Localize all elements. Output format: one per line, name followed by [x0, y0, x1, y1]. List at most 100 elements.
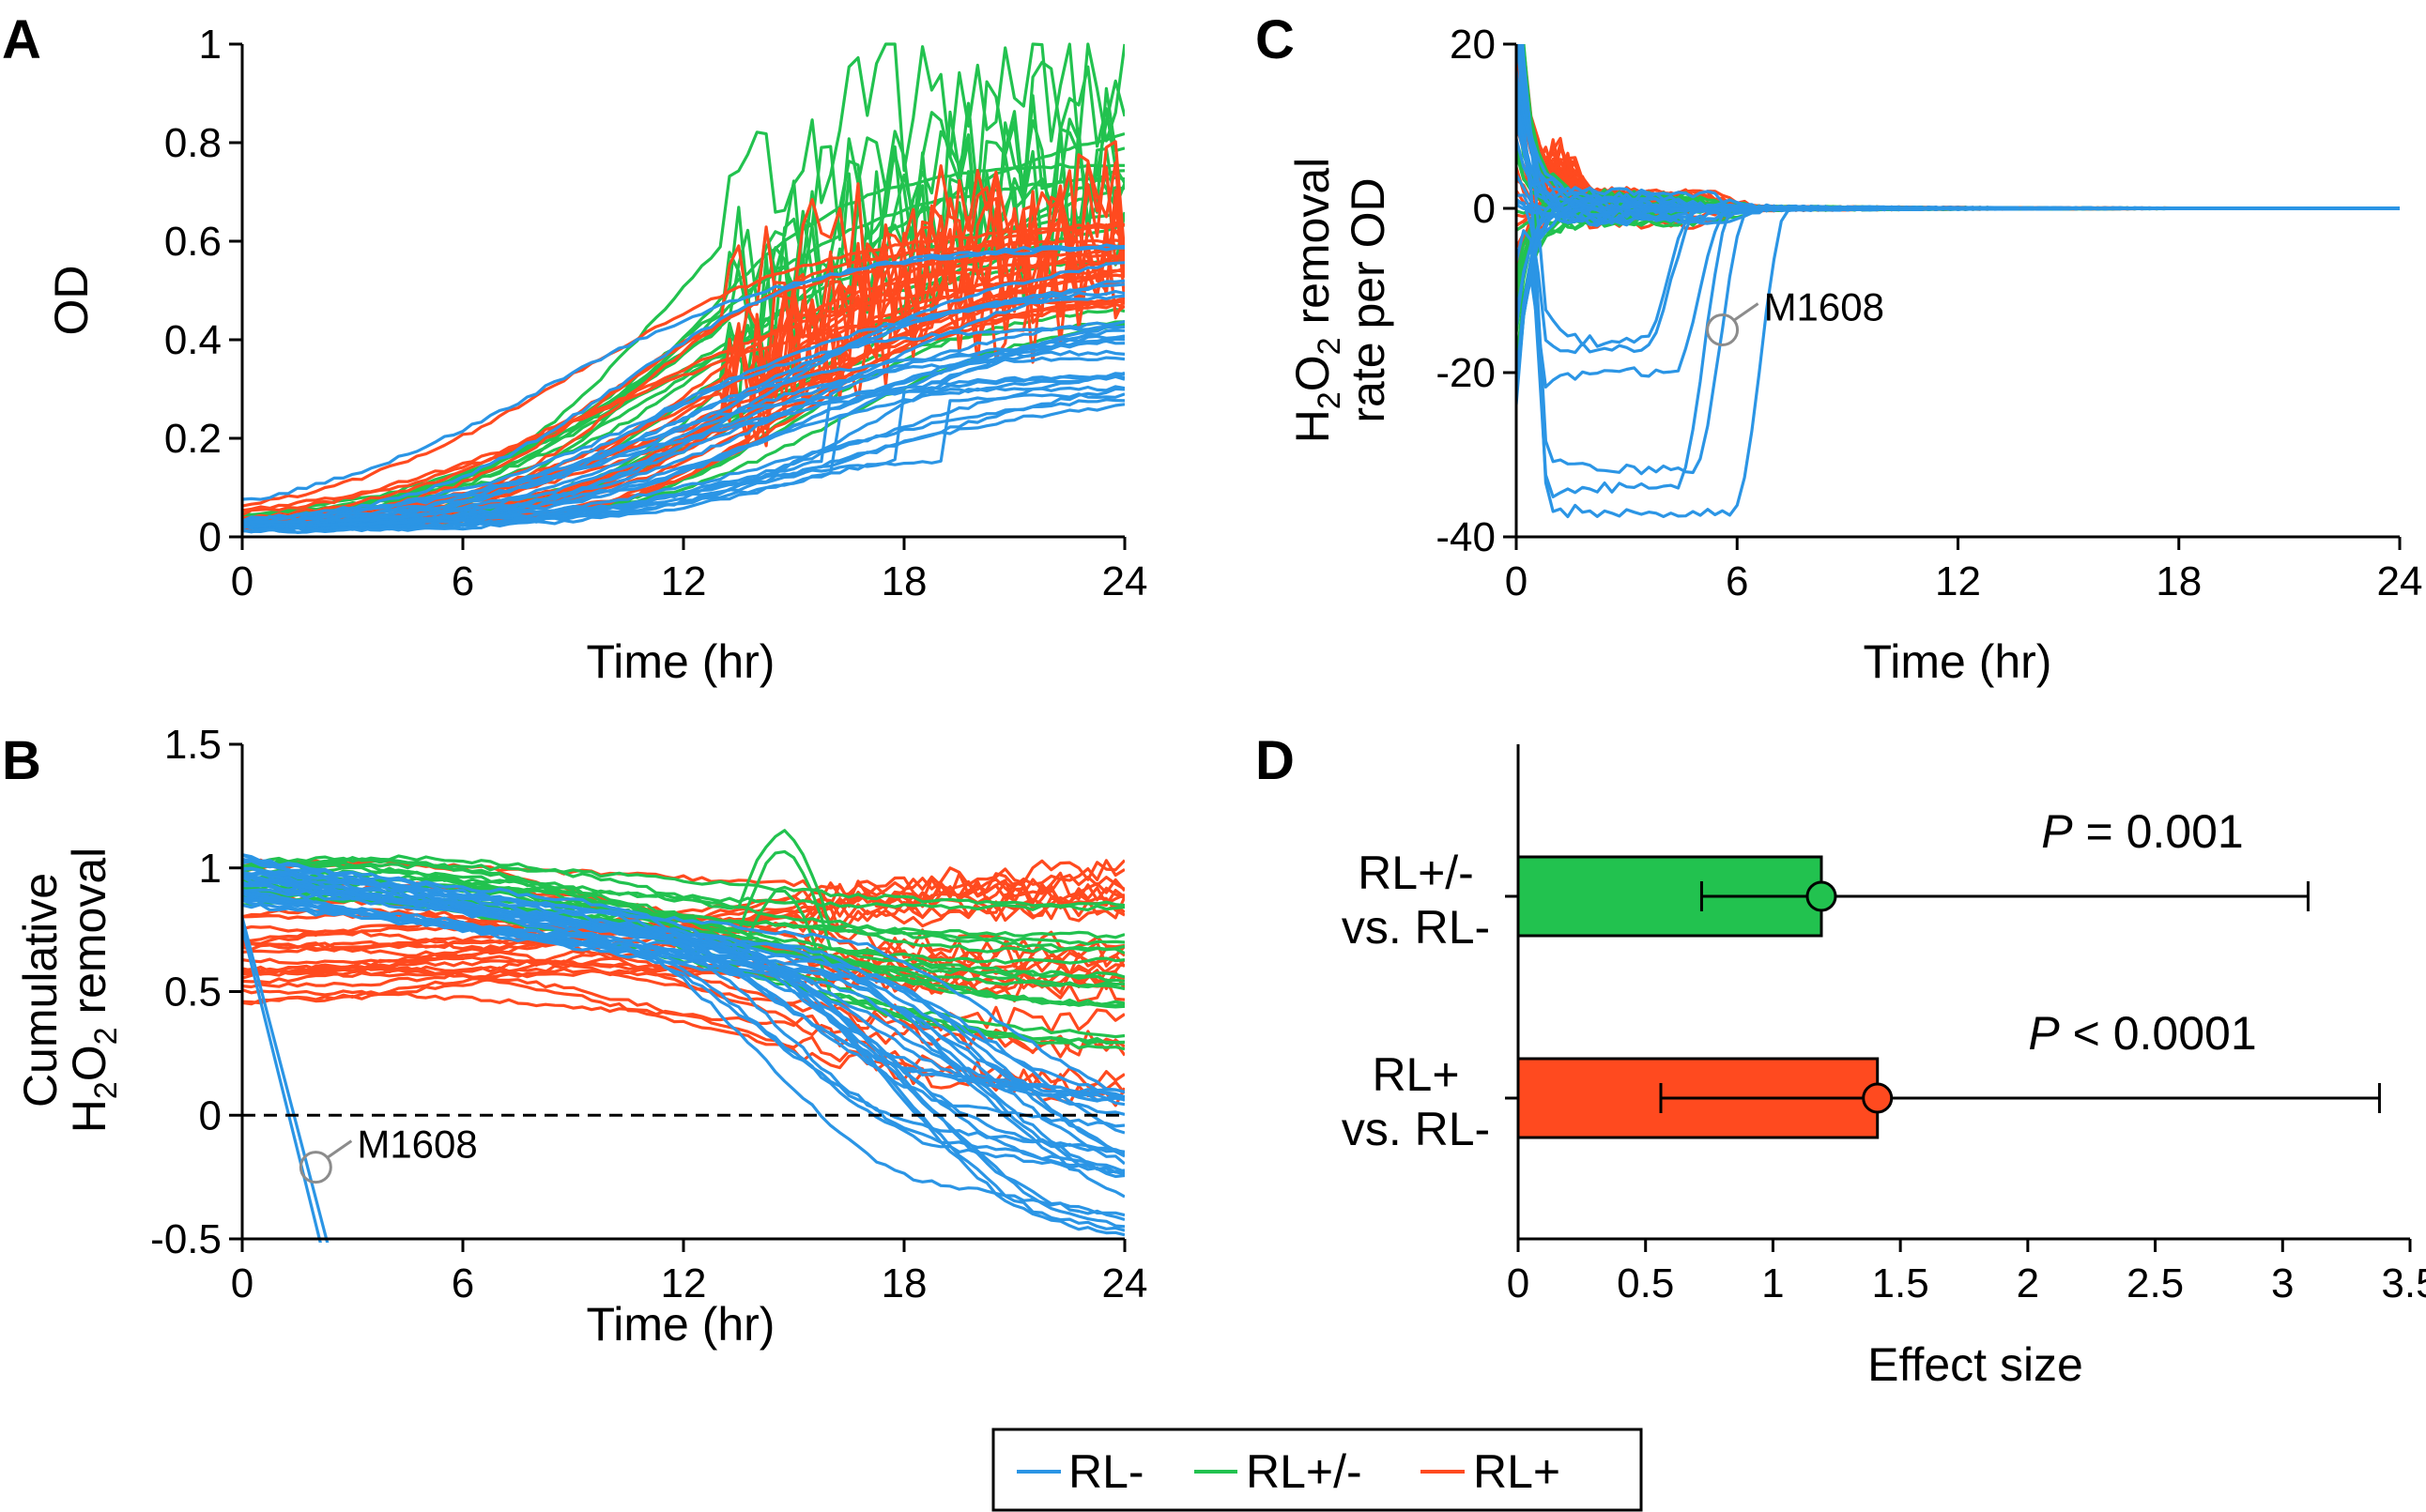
p-rest: = 0.001: [2073, 805, 2244, 858]
panel-d-x-tick-label: 3: [2271, 1260, 2294, 1306]
panel-a-x-tick-label: 12: [661, 558, 707, 604]
curve-rl-plus: [242, 873, 1125, 976]
curve-rl-minus: [242, 392, 1125, 535]
curve-rl-mix: [1516, 205, 2400, 394]
panel-a-axes: 0 6 12 18 24 0 0.2 0.4 0.6 0.8 1: [164, 22, 1148, 604]
panel-a-y-tick-label: 0.2: [164, 416, 222, 462]
curve-rl-plus: [242, 297, 1125, 512]
curve-rl-minus: [1516, 205, 2400, 499]
callout-circle-c: [1706, 313, 1740, 346]
panel-d-x-tick-label: 2: [2017, 1260, 2039, 1306]
curve-rl-plus: [1520, 44, 2400, 212]
panel-c-x-tick-label: 24: [2377, 558, 2423, 604]
category-label-line2: vs. RL-: [1342, 901, 1490, 954]
curve-m1608: [242, 917, 330, 1243]
panel-a-curves: [242, 42, 1125, 535]
panel-c-y-tick-label: 0: [1473, 186, 1496, 232]
panel-d-x-tick-label: 0: [1507, 1260, 1529, 1306]
panel-b-ylabel-line1: Cumulative: [14, 873, 67, 1107]
panel-letter-a: A: [2, 9, 41, 70]
p-italic: P: [2028, 1007, 2060, 1060]
b-ylabel-sub1: 2: [88, 1081, 124, 1099]
panel-b-x-tick-label: 18: [882, 1260, 928, 1306]
curve-rl-minus: [242, 246, 1125, 501]
legend-box: [991, 1428, 1643, 1512]
panel-b-curves: [242, 829, 1125, 1243]
category-label-line2: vs. RL-: [1342, 1103, 1490, 1155]
panel-d-x-tick-label: 2.5: [2127, 1260, 2184, 1306]
panel-b-x-tick-label: 12: [661, 1260, 707, 1306]
c-ylabel-h: H: [1286, 409, 1339, 443]
category-label-line1: RL+: [1372, 1048, 1459, 1101]
category-label-line1: RL+/-: [1358, 847, 1474, 899]
curve-rl-minus: [242, 876, 1125, 1154]
panel-c-y-tick-label: 20: [1450, 22, 1496, 68]
c-ylabel-sub1: 2: [1312, 391, 1347, 409]
panel-a-x-tick-label: 24: [1102, 558, 1148, 604]
b-ylabel-o: O: [63, 1045, 115, 1081]
panel-b-x-tick-label: 0: [231, 1260, 253, 1306]
curve-rl-minus: [242, 283, 1125, 523]
legend: RL- RL+/- RL+: [991, 1428, 1643, 1512]
panel-a-x-tick-label: 18: [882, 558, 928, 604]
panel-c-curves: [1516, 44, 2400, 519]
curve-rl-plus: [242, 924, 1125, 1034]
panel-c-xlabel: Time (hr): [1864, 635, 2052, 688]
curve-rl-plus: [1516, 44, 2400, 212]
panel-d-x-tick-label: 1.5: [1872, 1260, 1929, 1306]
panel-letter-b: B: [2, 730, 41, 791]
curve-rl-minus: [1516, 205, 2400, 397]
panel-c-x-tick-label: 12: [1935, 558, 1981, 604]
c-ylabel-o: O: [1286, 355, 1339, 391]
panel-c: C M1608 0 6 12 18 24 -40 -20 0 20 Time (hr) H2O2 …: [1255, 9, 2423, 688]
curve-rl-minus: [1517, 44, 2400, 214]
b-ylabel-sub2: 2: [88, 1027, 124, 1045]
panel-a-y-tick-label: 0.8: [164, 120, 222, 166]
curve-rl-mix: [242, 862, 1125, 908]
curve-rl-minus: [1517, 44, 2400, 212]
curve-rl-minus: [242, 866, 1125, 1102]
curve-rl-minus: [242, 243, 1125, 523]
panel-a-xlabel: Time (hr): [587, 635, 775, 688]
panel-a-x-tick-label: 6: [452, 558, 474, 604]
panel-b-y-tick-label: 0: [199, 1092, 222, 1138]
curve-rl-minus: [1516, 194, 2400, 383]
panel-d-x-tick-label: 1: [1761, 1260, 1784, 1306]
point-estimate: [1805, 880, 1837, 912]
panel-b-y-tick-label: 0.5: [164, 970, 222, 1016]
callout-label-b: M1608: [357, 1123, 477, 1167]
panel-letter-d: D: [1255, 730, 1295, 791]
curve-m1608: [242, 926, 322, 1243]
p-value-label: P = 0.001: [2041, 805, 2243, 858]
curve-rl-plus: [1521, 44, 2400, 212]
panel-b-ylabel-line2: H2O2 removal: [63, 848, 124, 1134]
curve-rl-minus: [1521, 44, 2400, 348]
curve-rl-mix: [1516, 205, 2400, 378]
curve-rl-plus: [1520, 44, 2400, 212]
callout-leader-b: [326, 1139, 353, 1159]
panel-c-x-tick-label: 6: [1726, 558, 1748, 604]
curve-rl-minus: [1516, 93, 2400, 519]
curve-rl-plus: [242, 988, 1125, 1057]
curve-rl-minus: [1519, 44, 2400, 216]
panel-d-x-tick-label: 3.5: [2381, 1260, 2426, 1306]
panel-letter-c: C: [1255, 9, 1295, 70]
curve-rl-minus: [1516, 198, 2400, 394]
panel-a: A 0 6 12 18 24 0 0.2 0.4 0.6 0.8 1 Time (hr) OD: [2, 9, 1147, 688]
legend-label-rl-plus: RL+: [1473, 1445, 1560, 1498]
panel-c-x-tick-label: 18: [2156, 558, 2202, 604]
panel-c-y-tick-label: -40: [1436, 514, 1496, 560]
callout-circle-b: [299, 1151, 332, 1184]
curve-rl-minus: [242, 325, 1125, 527]
panel-a-y-tick-label: 0.4: [164, 317, 222, 363]
curve-rl-minus: [1520, 44, 2400, 212]
callout-label-c: M1608: [1764, 285, 1884, 329]
curve-rl-plus: [1522, 44, 2400, 212]
curve-rl-minus: [242, 857, 1125, 1099]
panel-a-y-tick-label: 0.6: [164, 219, 222, 265]
curve-rl-plus: [242, 223, 1125, 508]
